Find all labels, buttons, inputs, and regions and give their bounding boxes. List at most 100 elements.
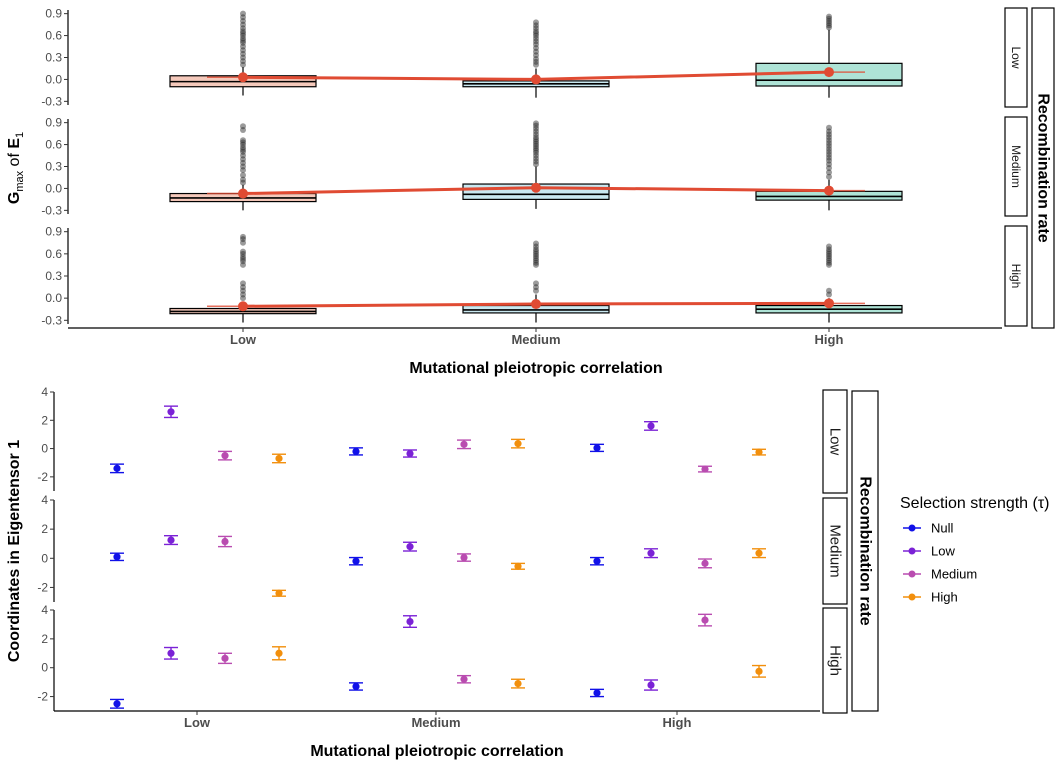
box-high [755,124,903,211]
outlier-point [533,32,539,39]
outlier-point [826,246,832,253]
legend-key-point [908,524,916,532]
legend-item-high: High [903,590,958,605]
errorbar-point-high [272,589,286,597]
box-medium [462,19,610,98]
mean-point [647,422,655,430]
facet-strip [1004,7,1028,108]
mean-point [238,301,248,312]
y-tick-label: -2 [37,470,48,484]
outlier-point [240,284,246,291]
outlier-point [240,236,246,243]
outlier-point [533,30,539,37]
outlier-point [240,43,246,50]
outlier-point [533,253,539,260]
facet-strip-label: Medium [1009,145,1023,188]
outlier-point [826,261,832,268]
y-tick-label: 0.6 [45,138,62,152]
mean-point [531,299,541,310]
mean-point [824,185,834,196]
outlier-point [240,163,246,170]
outlier-point [240,17,246,24]
mean-point [824,298,834,309]
legend-item-label: Medium [931,567,977,582]
outlier-point [826,164,832,171]
outlier-point [240,146,246,153]
box-panel-low: -0.3 0.0 0.3 0.6 0.9 Low [41,7,1028,108]
outlier-point [533,128,539,135]
errorbar-point-null [349,556,363,566]
y-tick-label: 0 [41,442,48,456]
errorbar-point-null [349,682,363,691]
outlier-point [533,145,539,152]
errorbar-point-medium [457,674,471,684]
mean-point [352,682,360,691]
outlier-point [240,10,246,17]
mean-point [701,616,709,624]
errorbar-point-medium [698,613,712,627]
mean-point [238,72,248,83]
outlier-point [240,148,246,155]
legend-item-null: Null [903,521,954,536]
outlier-point [826,259,832,266]
mean-point [514,440,522,448]
eigentensor-coordinates-chart: -2 0 2 4 Low -2 0 2 4 Medium -2 0 2 4 High Low Medium Hig… [6,385,1050,760]
y-tick-label: 2 [41,632,48,646]
outlier-point [533,22,539,29]
y-tick-label: 0.3 [45,51,62,65]
mean-point [531,74,541,85]
outlier-point [533,161,539,168]
box-medium [462,240,610,323]
mean-point [221,452,229,460]
errorbar-point-high [511,678,525,689]
x-tick-label: Medium [411,715,460,730]
errorbar-point-null [110,552,124,562]
mean-point [701,465,709,473]
outlier-point [240,291,246,298]
y-axis-title-of: of [6,149,23,171]
mean-point [352,447,360,455]
outlier-point [826,253,832,260]
box-high [755,13,903,98]
y-tick-label: 0.6 [45,247,62,261]
errorbar-point-high [511,438,525,449]
facet-strip-label: Low [827,428,844,456]
outlier-point [826,15,832,22]
y-tick-label: 4 [41,493,48,507]
outer-facet-title: Recombination rate [857,476,874,625]
outlier-point [826,161,832,168]
errorbar-point-null [590,556,604,566]
outlier-point [533,250,539,257]
outlier-point [240,123,246,130]
outlier-point [826,291,832,298]
outlier-point [826,137,832,144]
outlier-point [240,35,246,42]
legend-key-point [908,593,916,601]
outlier-point [533,138,539,145]
y-tick-label: 0.9 [45,225,62,239]
outlier-point [240,258,246,265]
mean-point [113,553,121,561]
mean-point [352,557,360,565]
errorbar-point-null [110,463,124,474]
outlier-point [533,140,539,147]
legend-item-label: High [931,590,958,605]
outlier-point [826,250,832,257]
outlier-point [826,145,832,152]
mean-point [275,454,283,463]
outlier-point [240,287,246,294]
outlier-point [240,172,246,179]
mean-point [755,549,763,557]
y-tick-label: 0.3 [45,269,62,283]
mean-point [113,700,121,708]
outlier-point [240,61,246,68]
outlier-point [826,134,832,141]
facet-strip-label: High [1009,264,1023,289]
legend-item-label: Low [931,544,955,559]
outlier-point [826,143,832,150]
y-tick-label: 0 [41,661,48,675]
outlier-point [826,128,832,135]
x-tick-label: Low [184,715,211,730]
errorbar-point-high [272,646,286,661]
